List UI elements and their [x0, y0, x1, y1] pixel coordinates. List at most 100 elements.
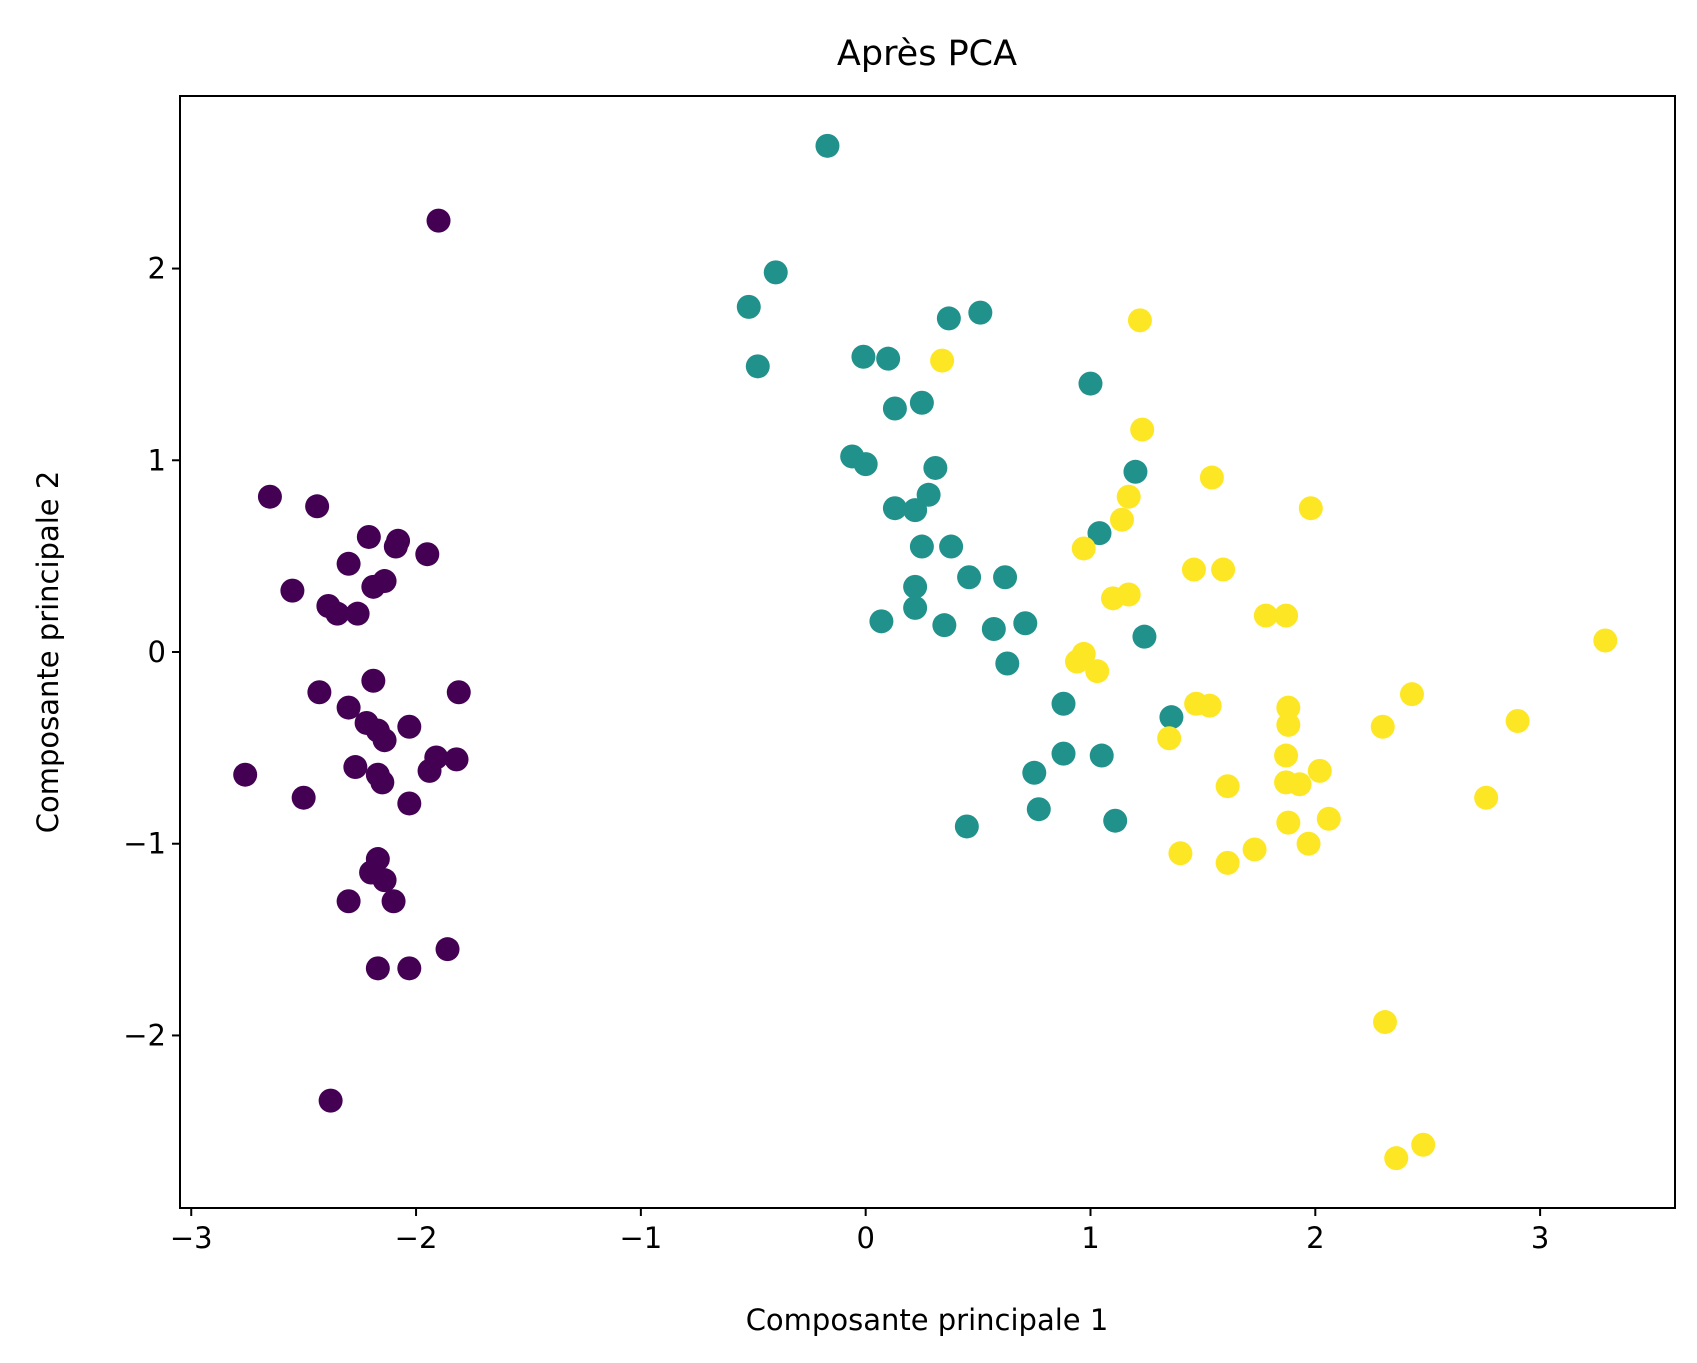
- data-point-cluster-2: [853, 452, 878, 477]
- data-point-cluster-1: [305, 494, 330, 519]
- data-point-cluster-2: [923, 455, 948, 480]
- data-point-cluster-1: [280, 578, 305, 603]
- data-point-cluster-3: [1411, 1132, 1436, 1157]
- data-point-cluster-3: [1116, 582, 1141, 607]
- data-point-cluster-3: [1298, 496, 1323, 521]
- data-point-cluster-2: [995, 651, 1020, 676]
- data-point-cluster-3: [1127, 308, 1152, 333]
- y-tick-label: −2: [123, 1018, 166, 1052]
- data-point-cluster-1: [336, 889, 361, 914]
- y-tick-label: −1: [123, 827, 166, 861]
- data-point-cluster-3: [1157, 726, 1182, 751]
- data-point-cluster-1: [446, 680, 471, 705]
- data-point-cluster-3: [1181, 557, 1206, 582]
- data-point-cluster-3: [1384, 1146, 1409, 1171]
- data-point-cluster-1: [257, 484, 282, 509]
- data-point-cluster-3: [1307, 758, 1332, 783]
- data-point-cluster-2: [909, 534, 934, 559]
- data-point-cluster-2: [736, 294, 761, 319]
- data-point-cluster-3: [1276, 810, 1301, 835]
- data-point-cluster-3: [1474, 785, 1499, 810]
- data-point-cluster-2: [936, 306, 961, 331]
- data-point-cluster-3: [1130, 417, 1155, 442]
- data-point-cluster-2: [763, 260, 788, 285]
- data-point-cluster-1: [356, 524, 381, 549]
- data-point-cluster-1: [365, 956, 390, 981]
- data-point-cluster-2: [954, 814, 979, 839]
- data-point-cluster-2: [1022, 760, 1047, 785]
- x-tick-label: −2: [395, 1221, 438, 1255]
- data-point-cluster-1: [444, 747, 469, 772]
- data-point-cluster-2: [869, 609, 894, 634]
- data-point-cluster-3: [1296, 831, 1321, 856]
- x-tick-label: 3: [1531, 1221, 1549, 1255]
- x-tick-label: 0: [856, 1221, 874, 1255]
- data-point-cluster-2: [815, 133, 840, 158]
- data-point-cluster-2: [1103, 808, 1128, 833]
- x-tick-label: 2: [1306, 1221, 1324, 1255]
- data-point-cluster-3: [1197, 693, 1222, 718]
- data-point-cluster-1: [291, 785, 316, 810]
- y-axis-ticks: −2 −1 0 1 2: [123, 252, 180, 1052]
- data-point-cluster-2: [1051, 691, 1076, 716]
- data-point-cluster-2: [1123, 459, 1148, 484]
- data-point-cluster-2: [1089, 743, 1114, 768]
- data-point-cluster-2: [939, 534, 964, 559]
- data-point-cluster-2: [903, 498, 928, 523]
- y-tick-label: 2: [148, 252, 166, 286]
- data-point-cluster-3: [1276, 695, 1301, 720]
- data-point-cluster-2: [1087, 521, 1112, 546]
- y-tick-label: 0: [148, 635, 166, 669]
- data-point-cluster-3: [1215, 850, 1240, 875]
- data-point-cluster-3: [1085, 659, 1110, 684]
- x-tick-label: 1: [1081, 1221, 1099, 1255]
- data-point-cluster-1: [381, 889, 406, 914]
- data-point-cluster-1: [372, 868, 397, 893]
- data-point-cluster-2: [876, 346, 901, 371]
- data-point-cluster-1: [397, 714, 422, 739]
- data-point-cluster-2: [957, 565, 982, 590]
- data-point-cluster-3: [1370, 714, 1395, 739]
- data-point-cluster-3: [1316, 806, 1341, 831]
- data-point-cluster-2: [1026, 797, 1051, 822]
- points-layer: [233, 133, 1618, 1171]
- data-point-cluster-3: [1168, 841, 1193, 866]
- data-point-cluster-1: [435, 937, 460, 962]
- plot-area: [180, 96, 1675, 1208]
- data-point-cluster-3: [1253, 603, 1278, 628]
- data-point-cluster-2: [932, 613, 957, 638]
- data-point-cluster-1: [426, 208, 451, 233]
- y-tick-label: 1: [148, 443, 166, 477]
- x-axis-label: Composante principale 1: [746, 1303, 1109, 1337]
- data-point-cluster-3: [1199, 465, 1224, 490]
- data-point-cluster-3: [1505, 709, 1530, 734]
- data-point-cluster-1: [417, 758, 442, 783]
- data-point-cluster-3: [1399, 682, 1424, 707]
- data-point-cluster-2: [1078, 371, 1103, 396]
- data-point-cluster-1: [318, 1088, 343, 1113]
- x-tick-label: −3: [170, 1221, 213, 1255]
- data-point-cluster-2: [981, 616, 1006, 641]
- data-point-cluster-1: [325, 601, 350, 626]
- data-point-cluster-2: [909, 390, 934, 415]
- data-point-cluster-2: [1013, 611, 1038, 636]
- data-point-cluster-3: [1593, 628, 1618, 653]
- data-point-cluster-2: [882, 396, 907, 421]
- data-point-cluster-1: [345, 601, 370, 626]
- data-point-cluster-1: [397, 791, 422, 816]
- data-point-cluster-1: [336, 695, 361, 720]
- chart-title: Après PCA: [837, 34, 1017, 74]
- data-point-cluster-3: [1116, 484, 1141, 509]
- y-axis-label: Composante principale 2: [31, 471, 65, 834]
- data-point-cluster-3: [1372, 1010, 1397, 1035]
- data-point-cluster-3: [930, 348, 955, 373]
- data-point-cluster-3: [1065, 649, 1089, 674]
- data-point-cluster-2: [1132, 624, 1157, 649]
- data-point-cluster-2: [882, 496, 907, 521]
- data-point-cluster-2: [903, 595, 928, 620]
- data-point-cluster-3: [1211, 557, 1236, 582]
- data-point-cluster-1: [307, 680, 332, 705]
- data-point-cluster-1: [361, 668, 386, 693]
- data-point-cluster-3: [1274, 603, 1299, 628]
